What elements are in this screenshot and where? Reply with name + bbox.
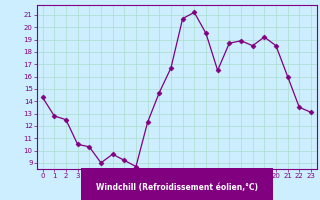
X-axis label: Windchill (Refroidissement éolien,°C): Windchill (Refroidissement éolien,°C): [96, 183, 258, 192]
